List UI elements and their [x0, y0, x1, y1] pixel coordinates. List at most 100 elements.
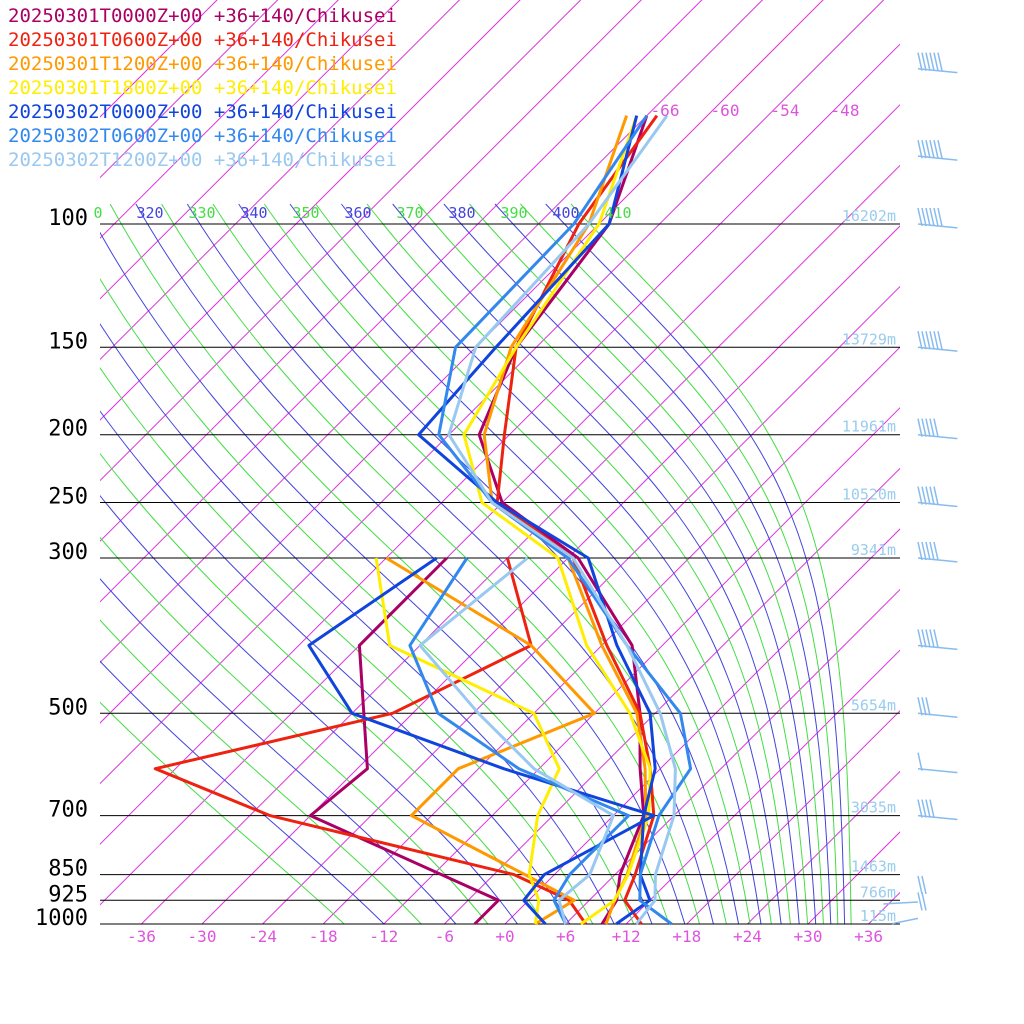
isotherm-line — [868, 891, 900, 924]
height-label: 3035m — [851, 799, 896, 817]
isotherm-line — [100, 0, 824, 724]
wind-barb-flag — [921, 486, 927, 505]
pressure-tick-label: 700 — [48, 798, 88, 823]
theta-e-curve — [100, 410, 571, 924]
temperature-tick-label: +6 — [556, 927, 575, 946]
isotherm-line — [100, 0, 461, 361]
pressure-tick-label: 200 — [48, 417, 88, 442]
wind-barb-flag — [925, 486, 931, 505]
theta-e-label: 380 — [448, 204, 475, 222]
theta-e-label: 410 — [604, 204, 631, 222]
wind-barb-flag — [921, 629, 927, 648]
wind-barb-flag — [917, 752, 923, 771]
wind-barb-flag — [929, 52, 935, 71]
wind-barb-flag — [917, 331, 923, 350]
wind-barb-flag — [925, 799, 931, 818]
theta-e-label: 340 — [240, 204, 267, 222]
pressure-tick-label: 925 — [48, 882, 88, 907]
dewpoint-line-1 — [153, 557, 588, 925]
temperature-tick-label: +18 — [672, 927, 701, 946]
wind-barb-staff — [917, 767, 958, 774]
wind-barb-flag — [917, 892, 923, 911]
isotherm-line — [100, 0, 400, 300]
legend-entry: 20250302T0000Z+00 +36+140/Chikusei — [8, 101, 397, 123]
theta-e-label: 360 — [344, 204, 371, 222]
dewpoint-line-0 — [308, 556, 500, 926]
wind-barb-flag — [933, 629, 939, 648]
wind-barb-flag — [933, 418, 939, 437]
isotherm-line — [625, 649, 900, 924]
wind-barb-flag — [917, 418, 923, 437]
temperature-tick-label: -30 — [188, 927, 217, 946]
theta-e-curve — [100, 323, 615, 924]
temperature-tick-label: -6 — [435, 927, 454, 946]
wind-barb-flag — [921, 697, 927, 716]
theta-e-label: 320 — [136, 204, 163, 222]
wind-barb-flag — [917, 629, 923, 648]
isotherm-line — [141, 164, 900, 924]
theta-e-curve — [100, 367, 594, 924]
wind-barb-flag — [925, 331, 931, 350]
isotherm-line — [100, 0, 582, 482]
wind-barb-flag — [925, 140, 931, 159]
wind-barb-flag — [917, 875, 923, 895]
temperature-tick-label: -36 — [127, 927, 156, 946]
wind-barb-flag — [929, 629, 935, 648]
theta-e-curve — [186, 203, 714, 924]
temperature-tick-label: -24 — [248, 927, 277, 946]
wind-barbs — [883, 52, 958, 925]
theta-e-curve — [212, 203, 727, 924]
isotherm-line — [100, 0, 764, 664]
wind-barb-flag — [933, 486, 939, 505]
isotherm-line — [100, 0, 642, 542]
wind-barb-flag — [921, 892, 927, 911]
height-label: 11961m — [842, 418, 896, 436]
isotherm-line — [100, 0, 218, 118]
wind-barb-staff — [892, 917, 919, 925]
wind-barb — [917, 418, 958, 440]
isotherm-line — [807, 831, 900, 924]
wind-barb — [917, 52, 958, 74]
isotherm-line — [201, 225, 900, 924]
temperature-line-6 — [447, 114, 677, 925]
theta-e-curve — [494, 203, 832, 924]
theta-e-curve — [366, 203, 791, 924]
height-label: 16202m — [842, 207, 896, 225]
wind-barb — [917, 799, 958, 821]
height-label: 10520m — [842, 486, 896, 504]
theta-e-label: 370 — [396, 204, 423, 222]
temperature-line-4 — [417, 115, 657, 926]
wind-barb-flag — [921, 207, 927, 227]
temperature-tick-label: +30 — [794, 927, 823, 946]
dewpoint-line-2 — [385, 556, 596, 926]
theta-e-curve — [469, 203, 824, 924]
wind-barb-flag — [925, 629, 931, 648]
pressure-tick-label: 300 — [48, 540, 88, 565]
wind-barb-flag — [933, 52, 939, 71]
theta-e-curve — [100, 452, 546, 924]
wind-barb — [917, 541, 958, 563]
isotherm-top-label: -48 — [831, 101, 860, 120]
wind-barb — [883, 875, 927, 905]
wind-barb-flag — [921, 52, 927, 71]
wind-barb-flag — [917, 486, 923, 505]
wind-barb-flag — [933, 331, 939, 350]
pressure-tick-label: 100 — [48, 206, 88, 231]
wind-barb-flag — [933, 207, 939, 227]
height-label: 5654m — [851, 696, 896, 714]
wind-barb-staff — [917, 814, 958, 821]
wind-barb-staff — [883, 901, 919, 905]
wind-barb-flag — [929, 541, 935, 561]
wind-barb-flag — [921, 875, 927, 895]
wind-barb-flag — [925, 697, 931, 716]
theta-e-curve — [341, 203, 782, 924]
height-label: 13729m — [842, 330, 896, 348]
temperature-tick-label: +36 — [854, 927, 883, 946]
isotherm-line — [100, 0, 703, 603]
wind-barb — [917, 486, 958, 508]
legend-entry: 20250301T1800Z+00 +36+140/Chikusei — [8, 77, 397, 99]
wind-barb-flag — [921, 331, 927, 350]
theta-e-curve — [315, 203, 772, 924]
